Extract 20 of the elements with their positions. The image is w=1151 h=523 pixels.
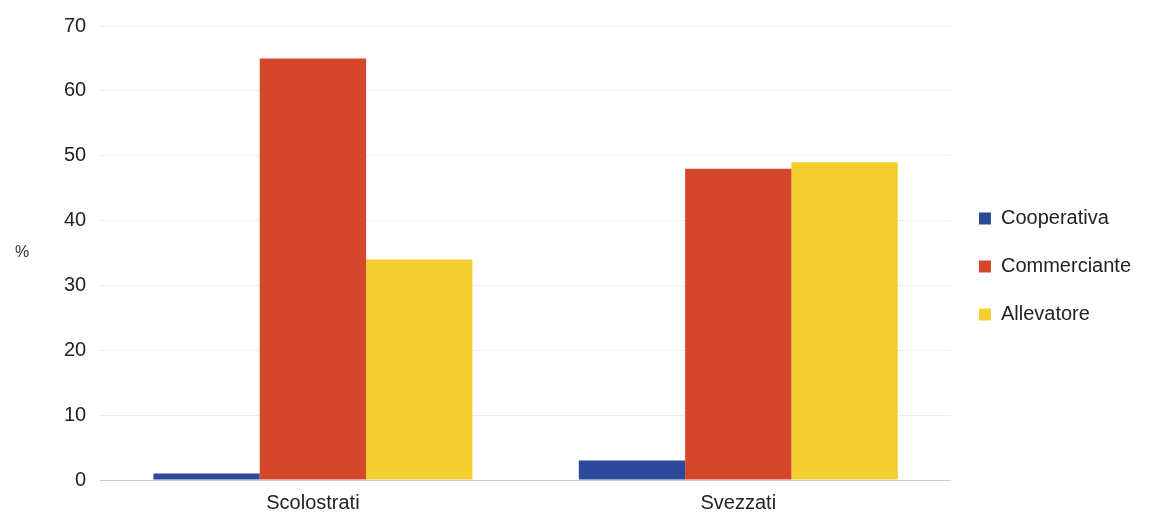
legend-label: Cooperativa — [1000, 206, 1110, 229]
bar — [578, 460, 686, 480]
bar — [791, 162, 898, 480]
y-tick-label: 10 — [64, 402, 87, 425]
y-tick-label: 70 — [64, 13, 87, 36]
y-tick-label: 0 — [75, 467, 87, 490]
x-tick-label: Scolostrati — [266, 490, 360, 513]
y-tick-label: 40 — [64, 208, 87, 231]
legend-label: Allevatore — [1000, 302, 1090, 325]
bar — [366, 259, 473, 480]
y-axis-title: % — [14, 243, 30, 261]
y-tick-label: 20 — [64, 337, 87, 360]
bar — [153, 473, 260, 480]
legend-label: Commerciante — [1000, 254, 1132, 277]
x-tick-label: Svezzati — [700, 490, 777, 513]
y-tick-label: 60 — [64, 78, 87, 101]
bar — [259, 58, 367, 480]
y-tick-label: 50 — [64, 143, 87, 166]
bar — [685, 168, 792, 480]
y-tick-label: 30 — [64, 272, 87, 295]
